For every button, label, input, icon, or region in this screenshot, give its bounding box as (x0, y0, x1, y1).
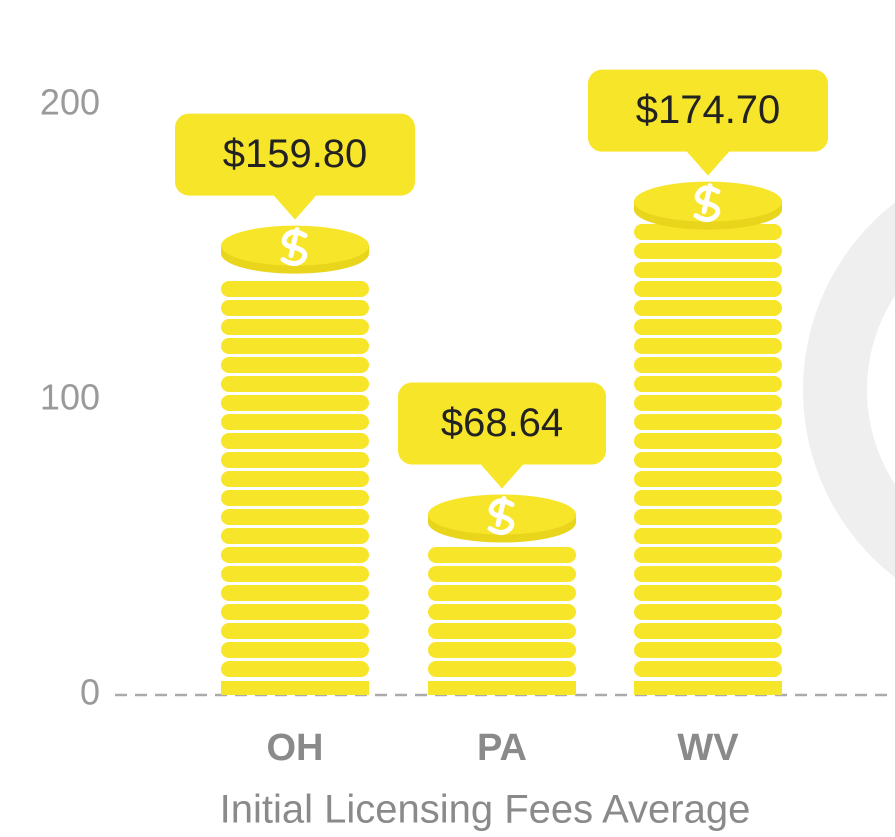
coin (221, 547, 369, 563)
coin (221, 414, 369, 430)
value-label: $174.70 (636, 88, 781, 132)
callout-pointer (273, 195, 317, 220)
coin (634, 547, 782, 563)
coin (634, 490, 782, 506)
value-callout: $159.80 (175, 114, 415, 220)
value-label: $68.64 (441, 401, 563, 445)
coin (634, 281, 782, 297)
coin (634, 433, 782, 449)
coin (634, 338, 782, 354)
coin (634, 262, 782, 278)
coin (634, 642, 782, 658)
callout-pointer (480, 464, 524, 489)
y-tick-label: 0 (80, 672, 100, 713)
coin (428, 585, 576, 601)
y-tick-label: 100 (40, 377, 100, 418)
x-tick-label: WV (677, 727, 739, 769)
coin-stack (634, 182, 782, 695)
coin (428, 642, 576, 658)
chart-title: Initial Licensing Fees Average (220, 788, 751, 832)
coin (634, 319, 782, 335)
coin-base (428, 681, 576, 695)
coin (634, 376, 782, 392)
coin (428, 566, 576, 582)
coin (221, 490, 369, 506)
coin (221, 300, 369, 316)
coin (221, 433, 369, 449)
coin (428, 547, 576, 563)
coin (634, 243, 782, 259)
coin (221, 661, 369, 677)
coin (221, 395, 369, 411)
coin (221, 357, 369, 373)
coin (221, 281, 369, 297)
coin (221, 509, 369, 525)
coin (221, 585, 369, 601)
value-label: $159.80 (223, 132, 368, 176)
coin (221, 471, 369, 487)
callout-pointer (686, 151, 730, 176)
coin (221, 528, 369, 544)
coin (221, 376, 369, 392)
coin (634, 585, 782, 601)
value-callout: $174.70 (588, 70, 828, 176)
coin (221, 623, 369, 639)
coin-stack (428, 495, 576, 695)
coin (221, 338, 369, 354)
coin (634, 414, 782, 430)
coin (634, 566, 782, 582)
y-tick-label: 200 (40, 82, 100, 123)
coin (634, 661, 782, 677)
decor-ring (835, 185, 895, 595)
x-tick-label: OH (267, 727, 324, 769)
coin (634, 357, 782, 373)
coin (634, 471, 782, 487)
coin (634, 509, 782, 525)
coin (634, 300, 782, 316)
coin (634, 528, 782, 544)
chart: Initial Licensing Fees Average 0 100 200 $1… (0, 0, 895, 837)
coin (221, 452, 369, 468)
coin (428, 623, 576, 639)
coin (221, 566, 369, 582)
coin (634, 604, 782, 620)
value-callout: $68.64 (398, 383, 606, 489)
coin (634, 395, 782, 411)
coin (221, 642, 369, 658)
coin (634, 623, 782, 639)
coin-base (634, 681, 782, 695)
coin (428, 604, 576, 620)
coin (221, 604, 369, 620)
coin-base (221, 681, 369, 695)
coin (634, 452, 782, 468)
coin-stack (221, 226, 369, 695)
coin (428, 661, 576, 677)
x-tick-label: PA (477, 727, 527, 769)
coin (221, 319, 369, 335)
